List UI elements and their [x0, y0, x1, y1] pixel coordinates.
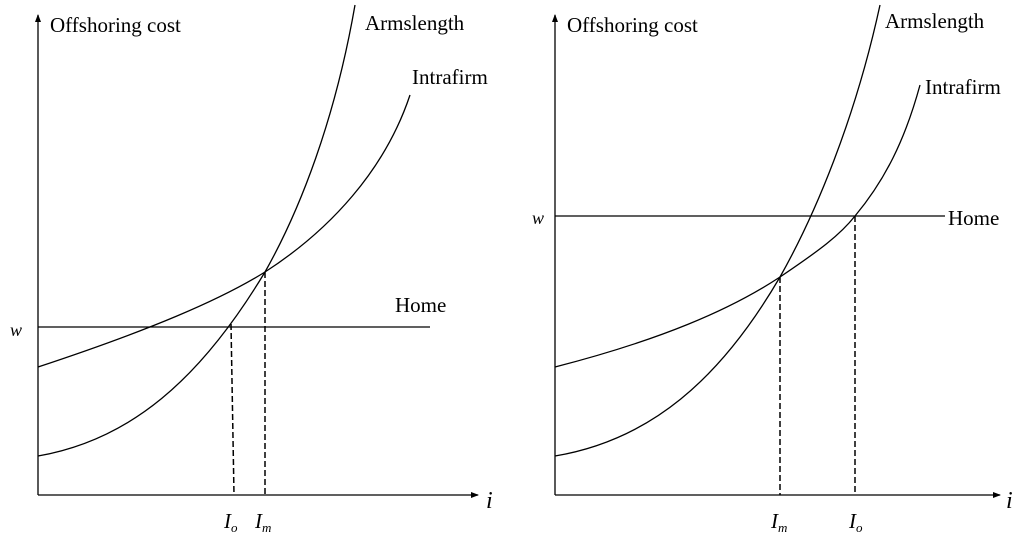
home-label: Home	[395, 293, 446, 317]
marker-label: Io	[848, 509, 863, 535]
armslength-label: Armslength	[885, 9, 985, 33]
x-axis-label: i	[1006, 488, 1013, 514]
dashed-line	[230, 323, 235, 496]
x-axis-label: i	[486, 488, 493, 514]
intrafirm-curve	[37, 94, 411, 368]
left-panel: Offshoring cost i w Armslength Intrafirm…	[10, 4, 493, 535]
marker-label: Io	[223, 509, 238, 535]
armslength-curve	[37, 4, 356, 457]
y-axis-label: Offshoring cost	[50, 13, 181, 37]
intrafirm-curve	[554, 84, 921, 368]
armslength-curve	[554, 4, 881, 457]
w-label: w	[10, 320, 22, 340]
intrafirm-label: Intrafirm	[412, 65, 488, 89]
marker-label: Im	[770, 509, 787, 535]
home-label: Home	[948, 206, 999, 230]
intrafirm-label: Intrafirm	[925, 75, 1001, 99]
w-label: w	[532, 208, 544, 228]
armslength-label: Armslength	[365, 11, 465, 35]
marker-label: Im	[254, 509, 271, 535]
y-axis-label: Offshoring cost	[567, 13, 698, 37]
right-panel: Offshoring cost i w Armslength Intrafirm…	[532, 4, 1013, 535]
